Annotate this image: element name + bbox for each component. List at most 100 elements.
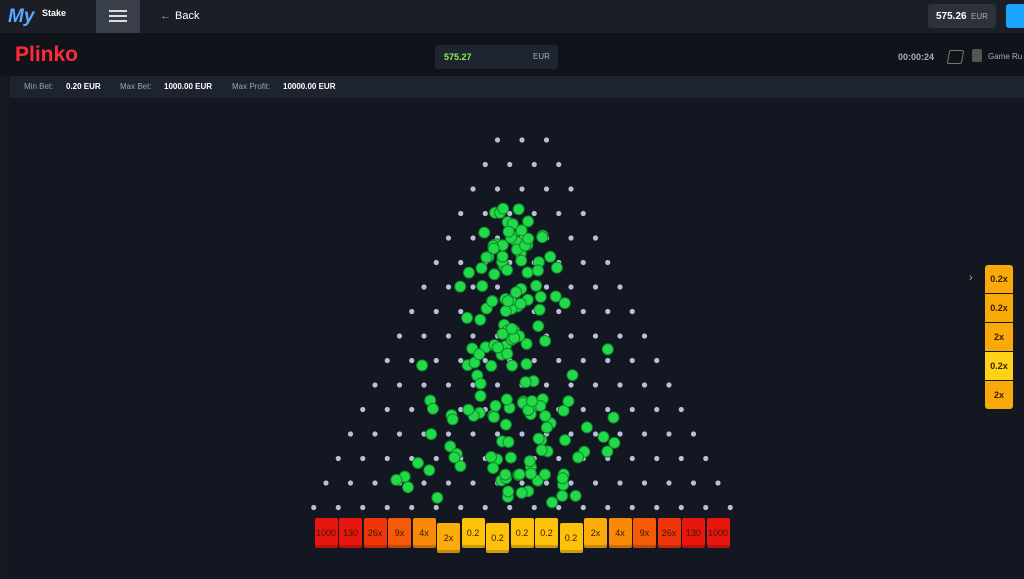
history-chevron[interactable]: › [969,272,973,284]
peg [372,480,378,486]
ball [523,455,536,468]
peg [617,431,623,437]
ball [559,434,572,447]
peg [421,284,427,290]
peg [592,480,599,486]
peg [556,357,562,364]
peg [678,455,684,462]
ball [522,232,535,245]
logo-my: My [8,6,35,27]
bet-currency: EUR [533,52,550,61]
ball [478,226,491,239]
peg [568,235,574,241]
ball [513,468,526,481]
ball [462,266,475,279]
peg [654,357,660,364]
peg [409,406,415,413]
peg [605,357,611,364]
peg [592,284,599,290]
peg [678,406,684,413]
peg [409,308,415,315]
history-item: 2x [985,323,1013,351]
ball [558,297,571,310]
ball [501,347,514,360]
ball [454,460,467,473]
peg [568,382,574,388]
ball [597,430,610,443]
bucket: 4x [412,518,436,548]
peg [433,504,439,511]
peg [556,210,562,217]
peg [372,431,378,437]
ball [550,261,563,274]
peg [605,406,611,413]
peg [580,259,586,266]
ball [505,322,518,335]
menu-button[interactable] [96,0,140,33]
peg [678,504,684,511]
ball [475,262,488,275]
top-bar: My Stake ← Back 575.26 EUR [0,0,1024,33]
ball [556,472,569,485]
ball [496,250,509,263]
peg [629,308,635,315]
peg [592,431,599,437]
ball [607,411,620,424]
peg [641,480,648,486]
peg [372,382,378,388]
peg [727,504,733,511]
peg [531,357,537,364]
bet-input[interactable]: 575.27 EUR [435,45,558,69]
bucket: 1000 [314,518,338,548]
peg [568,480,574,486]
ball [448,451,461,464]
bucket: 0.2 [535,518,558,548]
peg [494,186,501,192]
peg [666,480,672,486]
peg [458,504,464,511]
ball [533,303,546,316]
bucket: 0.2 [559,523,583,553]
peg [360,455,366,462]
peg [519,137,525,143]
peg [433,259,439,266]
peg [507,210,513,217]
peg [690,480,697,486]
ball [540,421,553,434]
timer: 00:00:24 [898,52,935,62]
peg [580,210,586,217]
peg [568,333,574,339]
peg [458,357,464,364]
back-link[interactable]: Back [175,10,200,22]
peg [360,406,366,413]
peg [580,406,586,413]
ball [390,473,403,486]
ball [496,327,509,340]
peg [421,480,427,486]
bucket: 0.2 [510,518,534,548]
rules-icon[interactable] [972,49,982,62]
peg [470,382,476,388]
bucket: 1000 [706,518,730,548]
ball [534,290,547,303]
bucket: 0.2 [461,518,485,548]
ball [572,451,585,464]
ball [499,468,512,481]
peg [409,504,415,511]
peg [531,161,537,168]
ball [501,264,514,277]
game-rules[interactable]: Game Ru [988,52,1023,61]
ball [539,334,552,347]
deposit-button[interactable] [1006,4,1024,28]
peg [433,308,439,315]
ball [487,462,500,475]
peg [445,235,452,241]
bucket: 26x [363,518,387,548]
peg [396,431,403,437]
bucket: 9x [633,518,656,548]
peg [507,504,513,511]
ball [502,225,515,238]
ball [446,413,459,426]
ball [532,432,545,445]
bucket: 9x [388,518,411,548]
